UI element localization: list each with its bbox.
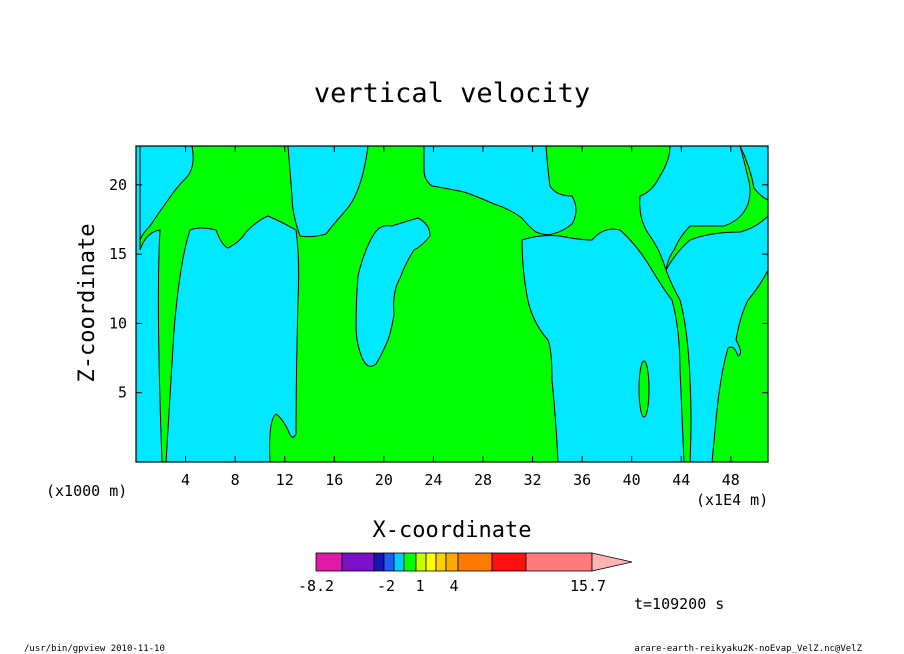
colorbar-tick-label: -8.2 [298, 577, 334, 595]
colorbar [315, 552, 633, 572]
x-scale-left: (x1000 m) [46, 482, 127, 500]
y-axis: 5 10 15 20 [109, 176, 768, 402]
contour-region-upper-left [139, 145, 194, 241]
colorbar-segment [315, 552, 343, 572]
contour-region-left-edge [135, 145, 163, 463]
colorbar-segment [383, 552, 395, 572]
x-tick-label: 4 [181, 471, 190, 489]
contour-region-far-east [665, 214, 769, 463]
colorbar-segment [457, 552, 493, 572]
colorbar-tick-label: 1 [415, 577, 424, 595]
x-axis: 4 8 12 16 20 24 28 32 36 40 44 48 [181, 146, 740, 489]
x-tick-label: 16 [325, 471, 343, 489]
positive-islands [638, 360, 650, 418]
contour-region-central [355, 217, 431, 367]
colorbar-tick-label: 15.7 [570, 577, 606, 595]
x-tick-label: 44 [672, 471, 690, 489]
colorbar-tick-label: -2 [377, 577, 395, 595]
y-tick-label: 20 [109, 176, 127, 194]
x-tick-label: 8 [231, 471, 240, 489]
colorbar-segment [445, 552, 459, 572]
colorbar-segment [403, 552, 417, 572]
colorbar-segment [341, 552, 375, 572]
contour-region-west [165, 215, 300, 463]
y-axis-label: Z-coordinate [75, 224, 100, 383]
colorbar-segment [525, 552, 593, 572]
y-tick-label: 10 [109, 314, 127, 332]
colorbar-segment [373, 552, 385, 572]
x-tick-label: 36 [573, 471, 591, 489]
colorbar-labels: -8.2 -2 1 4 15.7 [298, 577, 606, 595]
time-label: t=109200 s [634, 595, 724, 613]
colorbar-segment [415, 552, 427, 572]
plot-frame [135, 145, 769, 463]
chart-title: vertical velocity [314, 78, 590, 109]
x-scale-right: (x1E4 m) [696, 491, 768, 509]
x-tick-label: 32 [524, 471, 542, 489]
contour-island-east [638, 360, 650, 418]
plot-area [135, 145, 769, 463]
contour-region-upper-middle-left [287, 145, 369, 238]
contour-region-east [639, 145, 751, 271]
x-tick-label: 48 [722, 471, 740, 489]
x-tick-label: 28 [474, 471, 492, 489]
footer-left: /usr/bin/gpview 2010-11-10 [24, 644, 165, 654]
y-tick-label: 15 [109, 245, 127, 263]
colorbar-segment [425, 552, 437, 572]
colorbar-segment [491, 552, 527, 572]
contour-region-upper-central [423, 145, 577, 236]
x-tick-label: 24 [424, 471, 442, 489]
footer-right: arare-earth-reikyaku2K-noEvap_VelZ.nc@Ve… [634, 644, 862, 654]
y-tick-label: 5 [118, 384, 127, 402]
x-tick-label: 40 [623, 471, 641, 489]
colorbar-tick-label: 4 [449, 577, 458, 595]
contour-region-upper-right-corner [739, 145, 769, 201]
colorbar-segment [393, 552, 405, 572]
colorbar-segment [435, 552, 447, 572]
x-axis-label: X-coordinate [373, 518, 532, 543]
x-tick-label: 20 [375, 471, 393, 489]
x-tick-label: 12 [276, 471, 294, 489]
colorbar-arrow [591, 552, 633, 572]
